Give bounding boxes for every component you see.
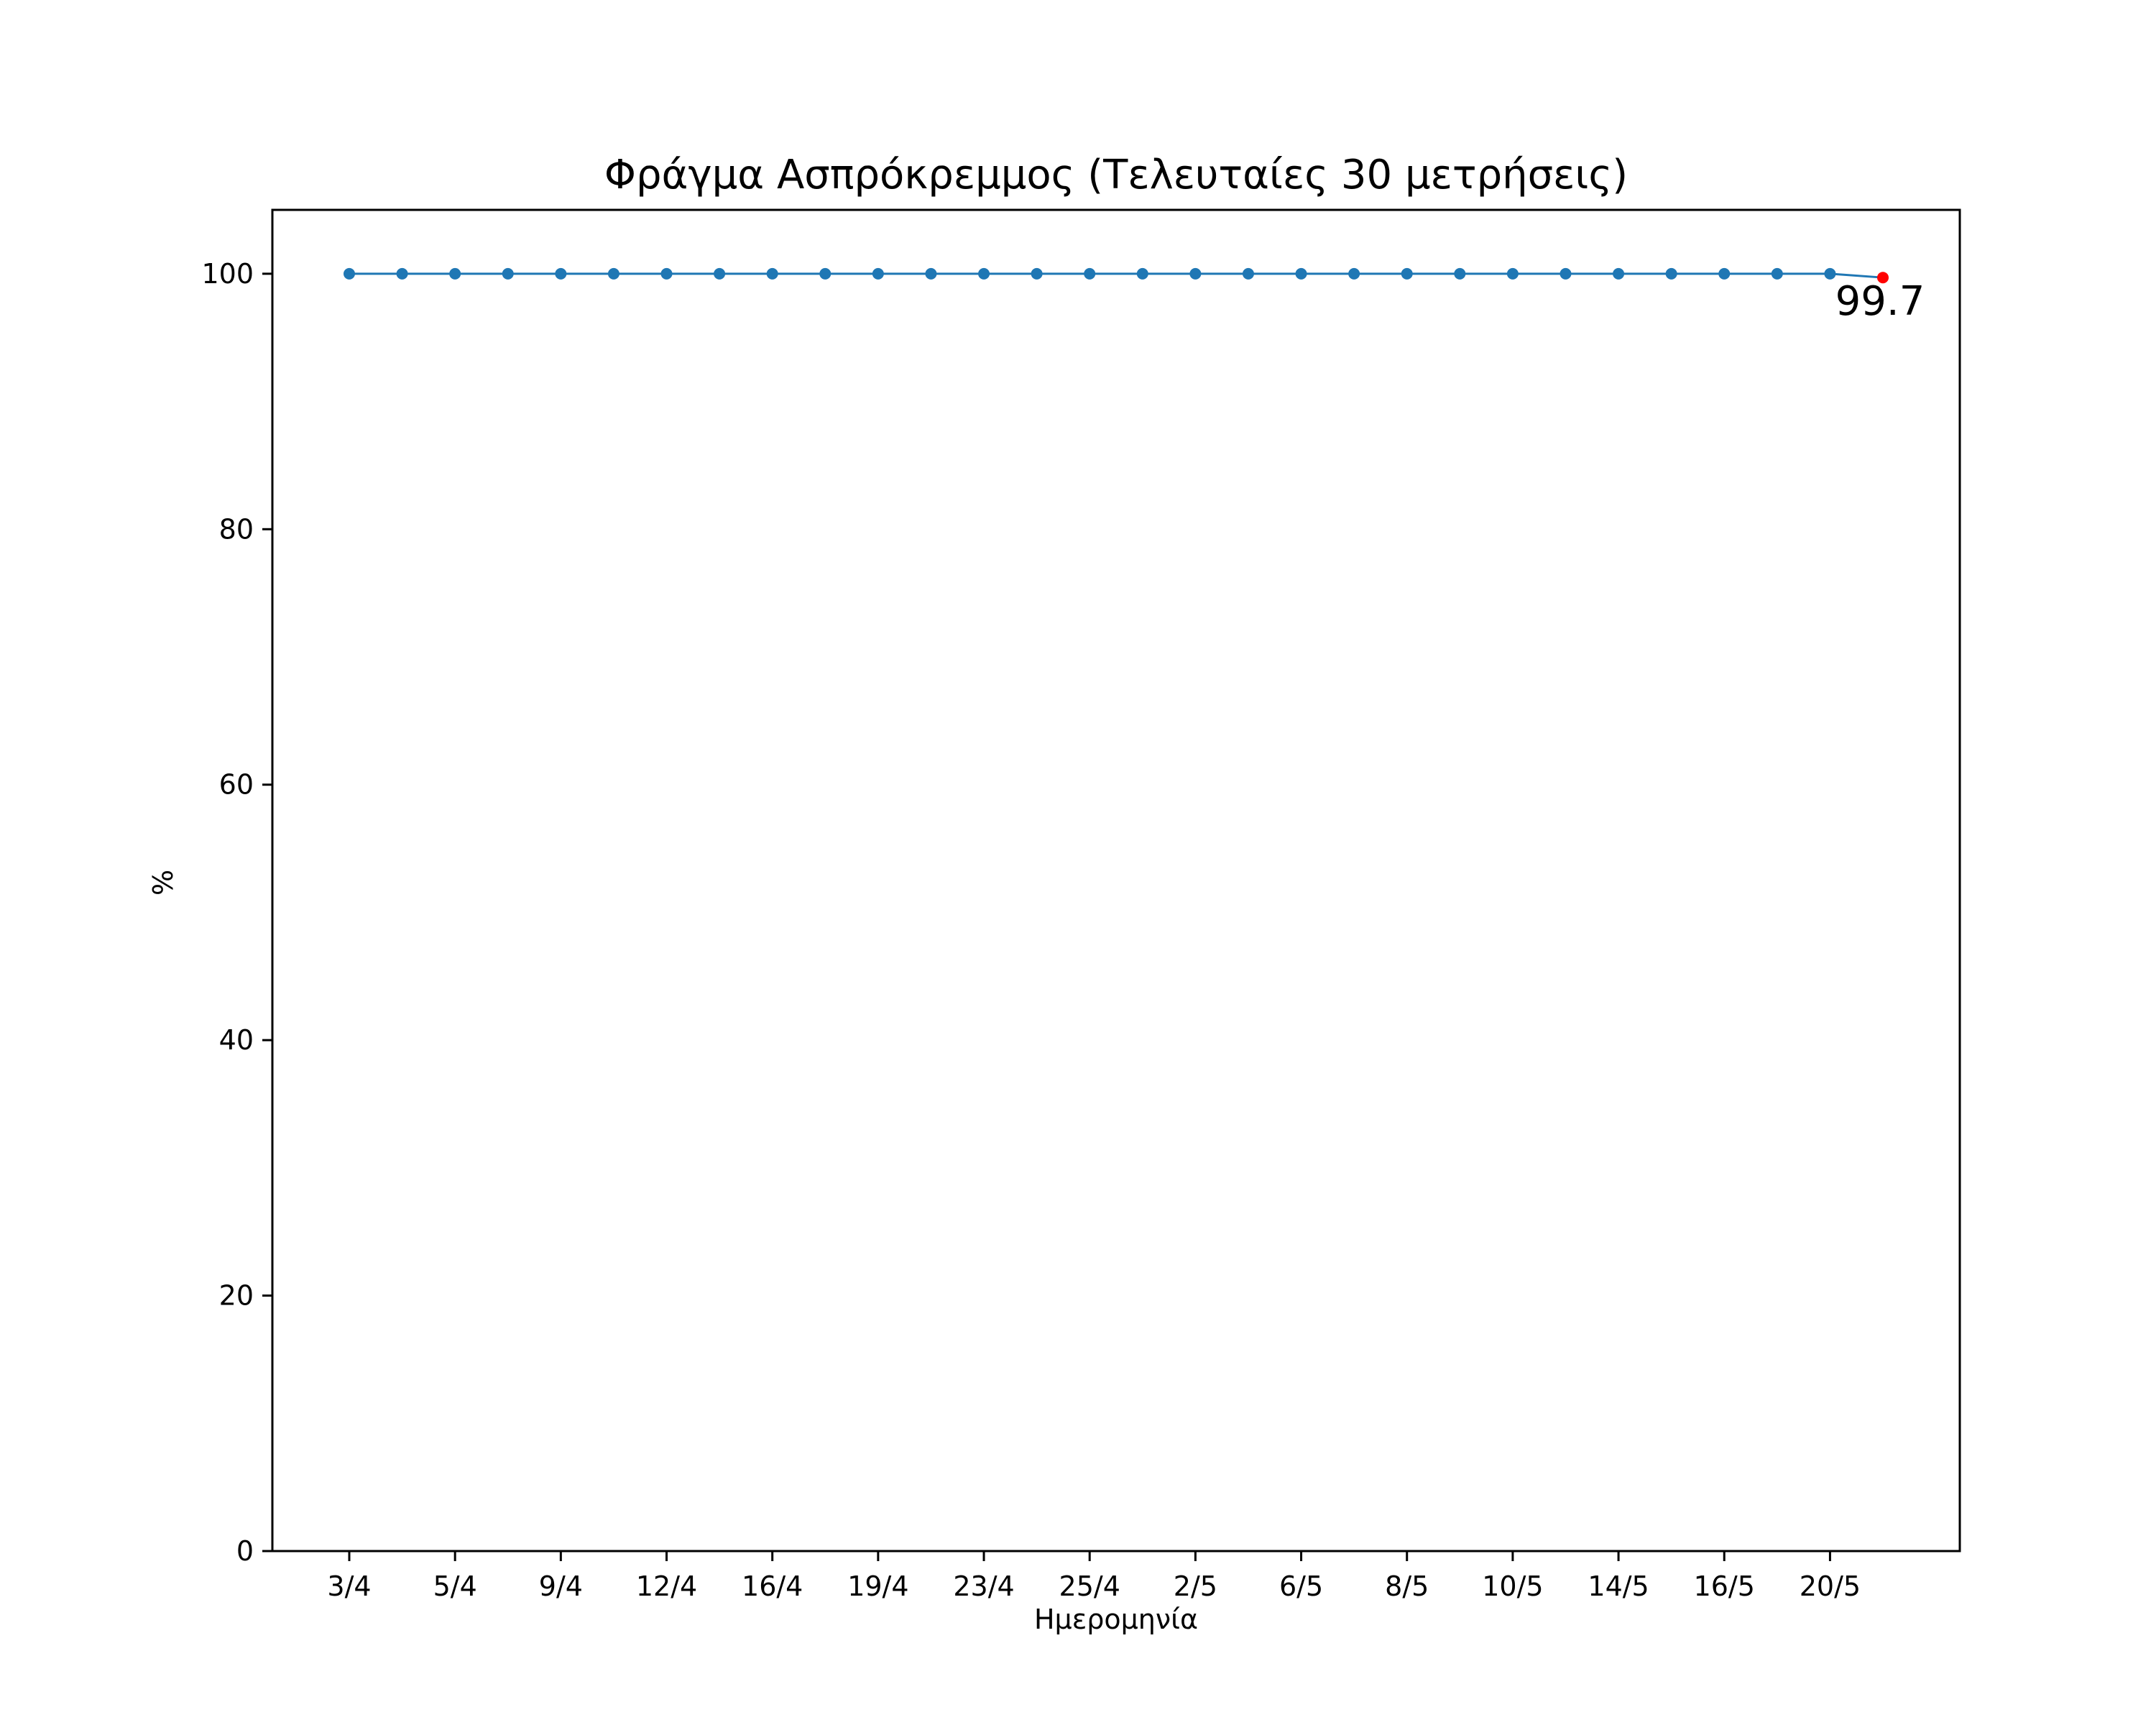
data-point bbox=[449, 267, 461, 280]
x-tick-label: 20/5 bbox=[1800, 1570, 1861, 1602]
y-tick-label: 20 bbox=[219, 1280, 254, 1312]
data-point bbox=[1718, 267, 1731, 280]
data-point bbox=[1613, 267, 1625, 280]
x-tick-label: 14/5 bbox=[1588, 1570, 1649, 1602]
x-tick-label: 6/5 bbox=[1279, 1570, 1323, 1602]
x-tick-label: 8/5 bbox=[1385, 1570, 1429, 1602]
data-point bbox=[1665, 267, 1677, 280]
data-point bbox=[1084, 267, 1096, 280]
y-tick-label: 0 bbox=[236, 1535, 254, 1567]
y-tick-label: 60 bbox=[219, 769, 254, 801]
x-tick-label: 2/5 bbox=[1174, 1570, 1217, 1602]
y-tick-label: 100 bbox=[201, 258, 254, 290]
x-tick-label: 16/5 bbox=[1694, 1570, 1755, 1602]
chart-title: Φράγμα Ασπρόκρεμμος (Τελευταίες 30 μετρή… bbox=[604, 152, 1628, 198]
data-point bbox=[1771, 267, 1783, 280]
data-point bbox=[660, 267, 673, 280]
data-point bbox=[1295, 267, 1307, 280]
x-tick-label: 5/4 bbox=[433, 1570, 477, 1602]
data-point bbox=[978, 267, 990, 280]
x-tick-label: 3/4 bbox=[327, 1570, 371, 1602]
data-point bbox=[766, 267, 778, 280]
series-group: 99.7 bbox=[344, 267, 1925, 325]
y-axis: 0 20 40 60 80 100 bbox=[201, 258, 272, 1567]
x-tick-label: 16/4 bbox=[742, 1570, 803, 1602]
data-point bbox=[1136, 267, 1148, 280]
last-value-label: 99.7 bbox=[1835, 278, 1925, 325]
x-axis-label: Ημερομηνία bbox=[1034, 1604, 1198, 1635]
y-axis-label: % bbox=[147, 870, 179, 896]
data-point bbox=[1454, 267, 1466, 280]
data-point bbox=[1189, 267, 1202, 280]
data-point bbox=[1824, 267, 1836, 280]
data-point bbox=[872, 267, 884, 280]
x-tick-label: 23/4 bbox=[953, 1570, 1014, 1602]
series-line bbox=[349, 272, 1884, 279]
data-point bbox=[1560, 267, 1572, 280]
plot-area bbox=[271, 208, 1961, 1552]
x-tick-label: 12/4 bbox=[636, 1570, 697, 1602]
data-point bbox=[1031, 267, 1043, 280]
data-point bbox=[925, 267, 937, 280]
x-tick-label: 19/4 bbox=[847, 1570, 908, 1602]
last-data-point bbox=[1877, 272, 1889, 284]
x-tick-label: 10/5 bbox=[1482, 1570, 1543, 1602]
data-point bbox=[714, 267, 726, 280]
data-point bbox=[555, 267, 567, 280]
data-point bbox=[502, 267, 514, 280]
data-point bbox=[1506, 267, 1519, 280]
y-tick-label: 80 bbox=[219, 513, 254, 545]
data-point bbox=[1242, 267, 1254, 280]
data-point bbox=[1348, 267, 1360, 280]
data-point bbox=[344, 267, 355, 280]
data-point bbox=[1401, 267, 1413, 280]
data-point bbox=[396, 267, 408, 280]
x-axis: 3/4 5/4 9/4 12/4 16/4 19/4 23/4 25/4 2/5 6/5 8/5 10… bbox=[327, 1551, 1861, 1602]
x-tick-label: 9/4 bbox=[539, 1570, 583, 1602]
plot-frame bbox=[271, 208, 1961, 1552]
x-tick-label: 25/4 bbox=[1059, 1570, 1120, 1602]
y-tick-label: 40 bbox=[219, 1024, 254, 1056]
data-point bbox=[819, 267, 831, 280]
data-point bbox=[607, 267, 619, 280]
